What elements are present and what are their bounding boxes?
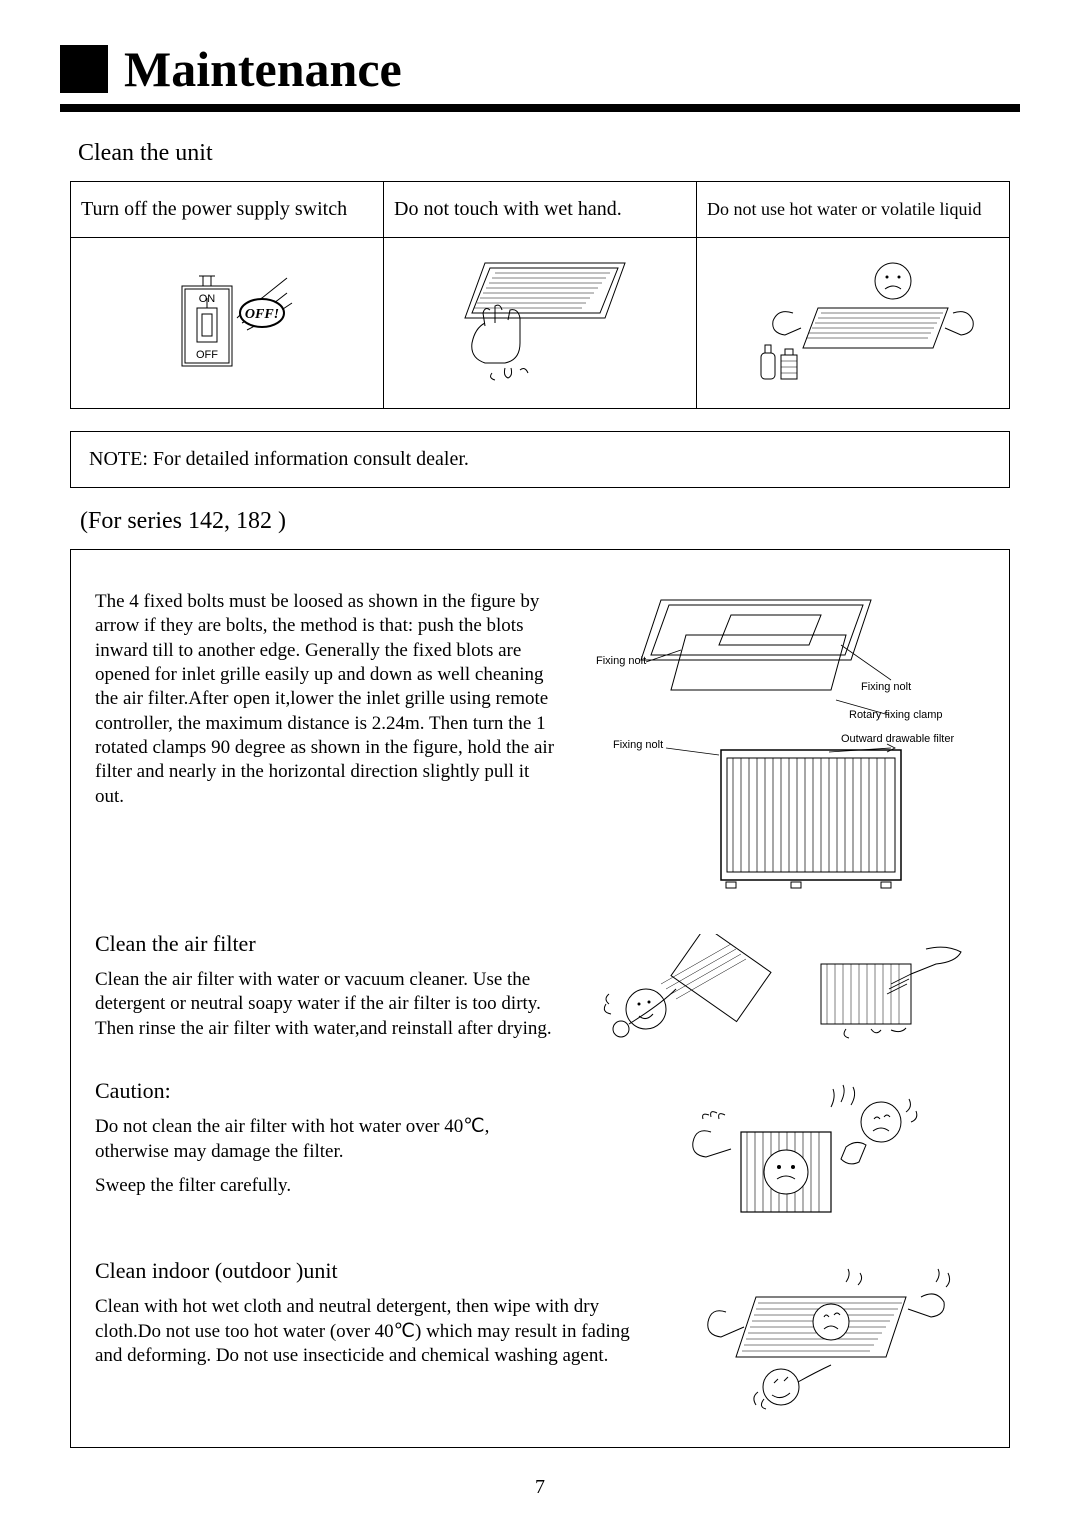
- clean-filter-images: [578, 930, 985, 1047]
- wet-hand-icon: [430, 248, 650, 398]
- clean-indoor-row: Clean indoor (outdoor )unit Clean with h…: [95, 1257, 985, 1417]
- clean-unit-cell-2: Do not touch with wet hand.: [384, 182, 697, 408]
- clean-unit-cell-3-header: Do not use hot water or volatile liquid: [697, 182, 1009, 238]
- caution-hot-water-icon: [631, 1077, 931, 1227]
- clean-filter-row: Clean the air filter Clean the air filte…: [95, 930, 985, 1047]
- bolts-paragraph: The 4 fixed bolts must be loosed as show…: [95, 590, 558, 809]
- fixing-nolt-label-2: Fixing nolt: [861, 681, 911, 693]
- clean-unit-table: Turn off the power supply switch ON OFF …: [70, 181, 1010, 409]
- caution-heading: Caution:: [95, 1077, 558, 1105]
- clean-filter-text-col: Clean the air filter Clean the air filte…: [95, 930, 558, 1047]
- filter-diagram-icon: Fixing nolt Fixing nolt Rotary fixing cl…: [591, 590, 971, 900]
- page-number: 7: [60, 1476, 1020, 1499]
- clean-indoor-text: Clean with hot wet cloth and neutral det…: [95, 1295, 647, 1368]
- rotary-clamp-label: Rotary fixing clamp: [849, 709, 943, 721]
- clean-indoor-image: [667, 1257, 985, 1417]
- clean-unit-cell-3: Do not use hot water or volatile liquid: [697, 182, 1009, 408]
- clean-unit-cell-3-image: [697, 238, 1009, 408]
- off-bubble-text: OFF!: [245, 307, 279, 322]
- power-switch-icon: ON OFF OFF!: [127, 258, 327, 388]
- caution-text-2: Sweep the filter carefully.: [95, 1174, 558, 1198]
- caution-text-col: Caution: Do not clean the air filter wit…: [95, 1077, 558, 1227]
- bolts-row: The 4 fixed bolts must be loosed as show…: [95, 590, 985, 900]
- fixing-nolt-label-3: Fixing nolt: [613, 739, 663, 751]
- bolts-text: The 4 fixed bolts must be loosed as show…: [95, 590, 558, 900]
- note-box: NOTE: For detailed information consult d…: [70, 431, 1010, 488]
- clean-indoor-heading: Clean indoor (outdoor )unit: [95, 1257, 647, 1285]
- caution-image: [578, 1077, 985, 1227]
- no-hot-water-icon: [723, 253, 983, 393]
- clean-unit-cell-1-header: Turn off the power supply switch: [71, 182, 383, 238]
- clean-unit-cell-2-image: [384, 238, 696, 408]
- series-box: The 4 fixed bolts must be loosed as show…: [70, 549, 1010, 1448]
- clean-unit-cell-1-image: ON OFF OFF!: [71, 238, 383, 408]
- clean-indoor-icon: [686, 1257, 966, 1417]
- caution-row: Caution: Do not clean the air filter wit…: [95, 1077, 985, 1227]
- clean-unit-cell-2-header: Do not touch with wet hand.: [384, 182, 696, 238]
- fixing-nolt-label-1: Fixing nolt: [596, 655, 646, 667]
- caution-text-1: Do not clean the air filter with hot wat…: [95, 1115, 558, 1164]
- clean-unit-cell-1: Turn off the power supply switch ON OFF …: [71, 182, 384, 408]
- clean-unit-heading: Clean the unit: [78, 140, 1020, 167]
- switch-off-label: OFF: [196, 349, 218, 361]
- page-title: Maintenance: [124, 40, 402, 98]
- note-text: NOTE: For detailed information consult d…: [89, 448, 469, 470]
- title-square-icon: [60, 45, 108, 93]
- clean-indoor-text-col: Clean indoor (outdoor )unit Clean with h…: [95, 1257, 647, 1417]
- clean-filter-heading: Clean the air filter: [95, 930, 558, 958]
- clean-filter-text: Clean the air filter with water or vacuu…: [95, 968, 558, 1041]
- title-bar: Maintenance: [60, 40, 1020, 112]
- bolts-diagram: Fixing nolt Fixing nolt Rotary fixing cl…: [578, 590, 985, 900]
- outward-filter-label: Outward drawable filter: [841, 733, 954, 745]
- clean-filter-icon: [591, 934, 971, 1044]
- series-heading: (For series 142, 182 ): [80, 508, 1020, 535]
